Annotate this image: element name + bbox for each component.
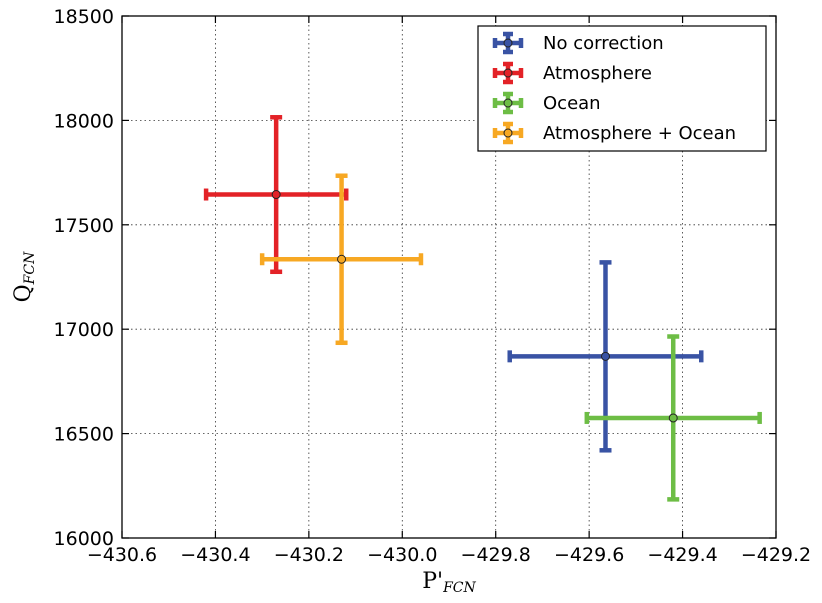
series-ocean [584,334,762,502]
legend-marker-point [503,38,513,48]
legend-label: Atmosphere [543,63,652,84]
data-point [271,190,281,200]
x-tick-label: −429.8 [461,544,531,566]
x-tick-label: −430.0 [367,544,437,566]
legend-label: Ocean [543,93,601,114]
series-atmosphere-ocean [259,173,424,346]
data-point [337,254,347,264]
plot-frame [121,15,777,539]
x-axis-label-sub: FCN [442,580,476,596]
data-point [668,413,678,423]
x-tick-label: −429.6 [554,544,624,566]
legend-marker-point [503,128,513,138]
y-axis-label: QFCN [11,251,38,302]
legend-label: Atmosphere + Ocean [543,123,736,144]
legend-entry: No correction [492,31,664,55]
x-tick-label: −430.2 [274,544,344,566]
legend-entry: Atmosphere + Ocean [492,121,736,145]
x-tick-label: −429.2 [741,544,811,566]
legend: No correction Atmosphere Ocean Atmosphere +… [477,25,767,152]
y-tick-label: 16000 [54,528,114,550]
legend-entry: Ocean [492,91,601,115]
x-tick-label: −430.6 [87,544,157,566]
axis-ticks: −430.6 −430.4 −430.2 −430.0 −429.8 −429.6 −429… [54,6,812,566]
x-tick-label: −430.4 [180,544,250,566]
y-tick-label: 17000 [54,319,114,341]
y-tick-label: 16500 [54,424,114,446]
x-tick-label: −429.4 [647,544,717,566]
legend-label: No correction [543,33,664,54]
data-point [600,351,610,361]
y-tick-label: 17500 [54,215,114,237]
legend-entry: Atmosphere [492,61,652,85]
x-axis-label-main: P' [422,569,443,594]
legend-marker-point [503,98,513,108]
y-axis-label-main: Q [11,284,36,302]
data-series [203,115,762,502]
y-tick-label: 18500 [54,6,114,28]
legend-marker-point [503,68,513,78]
legend-box [477,25,767,152]
y-axis-label-sub: FCN [22,251,38,285]
y-tick-label: 18000 [54,110,114,132]
series-atmosphere [203,115,349,275]
x-axis-label: P'FCN [422,569,476,596]
